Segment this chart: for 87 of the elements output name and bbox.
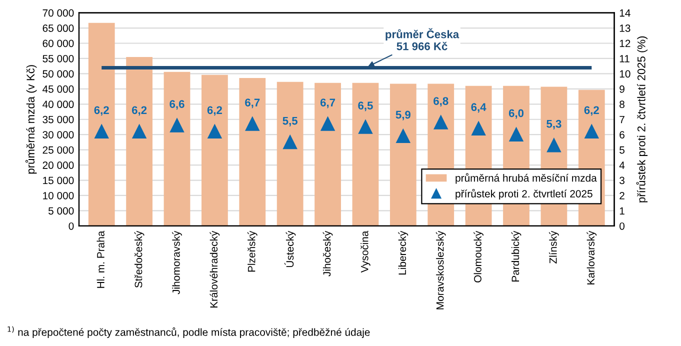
- y2-tick-label: 6: [620, 131, 624, 138]
- point: [358, 120, 372, 134]
- y-tick-label: 40 000: [42, 100, 74, 108]
- point: [509, 128, 524, 142]
- y2-tick-label: 12: [620, 40, 630, 48]
- y-tick-label: 45 000: [42, 85, 74, 93]
- x-tick-label: Liberecký: [398, 230, 408, 275]
- y-tick-label: 35 000: [42, 116, 74, 124]
- y-tick-label: 50 000: [42, 70, 74, 78]
- y2-axis-title: přírůstek proti 2. čtvrtletí 2025 (%): [636, 36, 648, 202]
- y-axis-title: průměrná mzda (v Kč): [25, 65, 37, 174]
- point: [547, 138, 561, 152]
- legend-label: průměrná hrubá měsíční mzda: [456, 173, 597, 184]
- bar: [202, 74, 228, 226]
- point: [584, 124, 599, 138]
- y-tick-label: 30 000: [42, 131, 74, 138]
- x-tick-label: Vysočina: [360, 230, 370, 273]
- y-tick-label: 10 000: [43, 192, 74, 200]
- text: $^{1)}$ na přepočtené počty zaměstnanců, podle místa pracoviště; předběžné údaje: [8, 326, 370, 338]
- y2-tick-label: 11: [620, 55, 630, 62]
- y-tick-label: 0: [68, 222, 74, 230]
- y2-tick-label: 14: [620, 9, 630, 17]
- x-tick-label: Pardubický: [511, 230, 522, 282]
- point: [472, 122, 486, 136]
- bar: [126, 56, 152, 226]
- y-tick-label: 70 000: [42, 9, 74, 17]
- y-tick-label: 60 000: [42, 40, 74, 48]
- x-tick-label: Ústecký: [284, 230, 296, 268]
- x-tick-label: Zlínský: [549, 230, 559, 264]
- data-label: 6,4: [471, 103, 486, 113]
- bar: [352, 82, 379, 226]
- y2-tick-label: 0: [620, 222, 625, 230]
- bar: [314, 82, 341, 226]
- x-tick-label: Jihomoravský: [172, 230, 182, 294]
- x-tick-label: Hl. m. Praha: [96, 230, 104, 288]
- x-tick-label: Karlovarský: [586, 230, 597, 284]
- y2-tick-label: 5: [620, 146, 624, 154]
- point: [132, 124, 146, 138]
- bar: [390, 84, 416, 226]
- data-label: 5,3: [546, 120, 562, 130]
- x-tick-label: Moravskoslezský: [436, 230, 446, 310]
- y-tick-label: 25 000: [42, 146, 74, 154]
- x-tick-label: Jihočeský: [322, 230, 333, 276]
- point: [245, 116, 260, 131]
- point: [320, 116, 335, 131]
- data-label: 5,9: [396, 110, 410, 120]
- point: [208, 124, 222, 138]
- y2-tick-label: 13: [620, 24, 630, 32]
- y-tick-label: 15 000: [43, 176, 74, 184]
- point: [283, 135, 298, 150]
- y2-tick-label: 10: [620, 70, 630, 78]
- bar: [88, 22, 115, 226]
- x-tick-label: Středočeský: [134, 230, 144, 288]
- data-label: 6,6: [170, 100, 184, 110]
- data-label: 6,7: [245, 98, 260, 108]
- legend-label: přírůstek proti 2. čtvrtletí 2025: [456, 188, 592, 200]
- y2-tick-label: 7: [620, 116, 624, 124]
- bar: [164, 72, 190, 226]
- data-label: 5,5: [282, 116, 298, 126]
- data-label: 6,2: [207, 106, 222, 116]
- point: [170, 118, 184, 132]
- x-tick-label: Královéhradecký: [210, 230, 220, 308]
- y-tick-label: 55 000: [42, 54, 74, 62]
- y2-tick-label: 3: [620, 176, 624, 184]
- point: [396, 129, 410, 144]
- y2-tick-label: 2: [620, 192, 624, 200]
- point: [94, 124, 109, 138]
- x-tick-label: Olomoucký: [474, 230, 484, 282]
- y2-tick-label: 8: [620, 100, 624, 108]
- data-label: 6,7: [320, 98, 336, 108]
- data-label: 6,2: [132, 106, 147, 116]
- y2-tick-label: 4: [619, 162, 625, 169]
- y-tick-label: 20 000: [42, 162, 74, 169]
- data-label: 6,2: [94, 106, 109, 116]
- bar: [276, 82, 304, 226]
- ref-line-label: průměr Česka 51 966 Kč: [386, 28, 460, 50]
- data-label: 6,8: [434, 97, 448, 107]
- y-tick-label: 65 000: [42, 24, 74, 32]
- data-label: 6,5: [358, 102, 373, 112]
- data-label: 6,0: [508, 109, 524, 119]
- bar: [239, 78, 266, 226]
- data-label: 6,2: [584, 106, 599, 116]
- point: [434, 115, 448, 130]
- y2-tick-label: 1: [620, 207, 624, 214]
- y2-tick-label: 9: [620, 85, 624, 93]
- y-tick-label: 5 000: [48, 207, 74, 215]
- x-tick-label: Plzeňský: [247, 230, 258, 272]
